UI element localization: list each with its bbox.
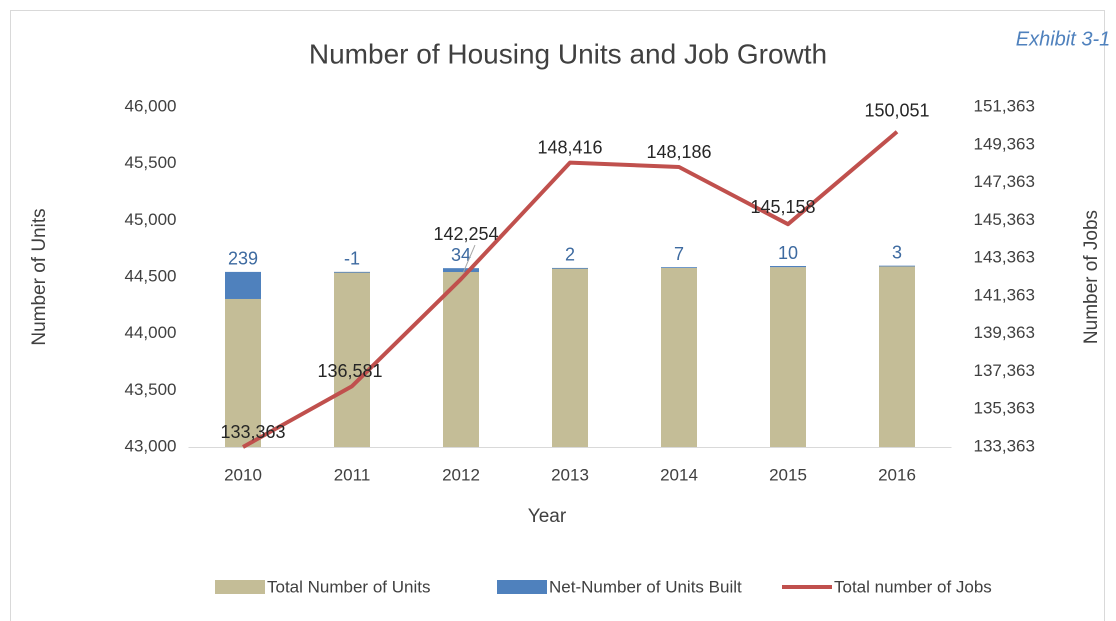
- x-axis-title: Year: [528, 506, 567, 527]
- leader-line: [462, 244, 476, 274]
- x-tick-label: 2016: [878, 465, 916, 484]
- x-tick-label: 2012: [442, 465, 480, 484]
- bar: [334, 271, 370, 273]
- y-tick-label: 44,500: [125, 266, 177, 285]
- data-label: 239: [228, 249, 258, 269]
- data-label: -1: [344, 249, 360, 269]
- legend-label: Total number of Jobs: [834, 577, 992, 596]
- data-label: 145,158: [750, 197, 815, 217]
- data-label: 2: [565, 245, 575, 265]
- bar: [552, 267, 588, 269]
- data-label: 10: [778, 243, 798, 263]
- y2-tick-label: 149,363: [974, 134, 1035, 153]
- x-tick-label: 2013: [551, 465, 589, 484]
- y-tick-label: 46,000: [125, 96, 177, 115]
- data-label: 148,186: [646, 142, 711, 162]
- y2-tick-label: 133,363: [974, 436, 1035, 455]
- y2-tick-label: 147,363: [974, 172, 1035, 191]
- y2-tick-label: 151,363: [974, 96, 1035, 115]
- y2-tick-label: 139,363: [974, 323, 1035, 342]
- y2-tick-label: 137,363: [974, 361, 1035, 380]
- bar: [225, 271, 261, 299]
- y2-tick-label: 135,363: [974, 399, 1035, 418]
- bar: [661, 267, 697, 268]
- y2-axis-title: Number of Jobs: [1081, 210, 1102, 344]
- data-label: 3: [892, 242, 902, 262]
- x-tick-label: 2015: [769, 465, 807, 484]
- data-label: 7: [674, 244, 684, 264]
- legend-swatch: [215, 580, 265, 594]
- data-label: 150,051: [864, 101, 929, 121]
- bar: [552, 268, 588, 447]
- data-label: 148,416: [537, 137, 602, 157]
- chart-border: [10, 10, 1105, 621]
- y2-tick-label: 145,363: [974, 210, 1035, 229]
- legend-swatch: [497, 580, 547, 594]
- bar: [661, 267, 697, 447]
- bar: [770, 266, 806, 268]
- y-tick-label: 44,000: [125, 323, 177, 342]
- y-tick-label: 45,500: [125, 153, 177, 172]
- y2-tick-label: 141,363: [974, 285, 1035, 304]
- data-label: 34: [451, 245, 471, 265]
- legend-label: Total Number of Units: [267, 577, 430, 596]
- y-tick-label: 43,500: [125, 380, 177, 399]
- bar: [879, 266, 915, 447]
- x-tick-label: 2010: [224, 465, 262, 484]
- annotation: Exhibit 3-1: [1016, 28, 1111, 50]
- y2-tick-label: 143,363: [974, 248, 1035, 267]
- legend-label: Net-Number of Units Built: [549, 577, 742, 596]
- data-label: 133,363: [220, 422, 285, 442]
- data-label: 136,581: [317, 361, 382, 381]
- y-tick-label: 43,000: [125, 436, 177, 455]
- data-label: 142,254: [433, 224, 498, 244]
- chart-title: Number of Housing Units and Job Growth: [309, 38, 827, 69]
- x-tick-label: 2011: [334, 465, 371, 484]
- bar: [225, 298, 261, 447]
- bar: [443, 268, 479, 273]
- bar: [334, 271, 370, 447]
- x-tick-label: 2014: [660, 465, 698, 484]
- y-tick-label: 45,000: [125, 210, 177, 229]
- bar: [770, 267, 806, 447]
- y-axis-title: Number of Units: [29, 208, 50, 345]
- line: [242, 130, 899, 449]
- bar: [879, 265, 915, 267]
- bar: [443, 272, 479, 447]
